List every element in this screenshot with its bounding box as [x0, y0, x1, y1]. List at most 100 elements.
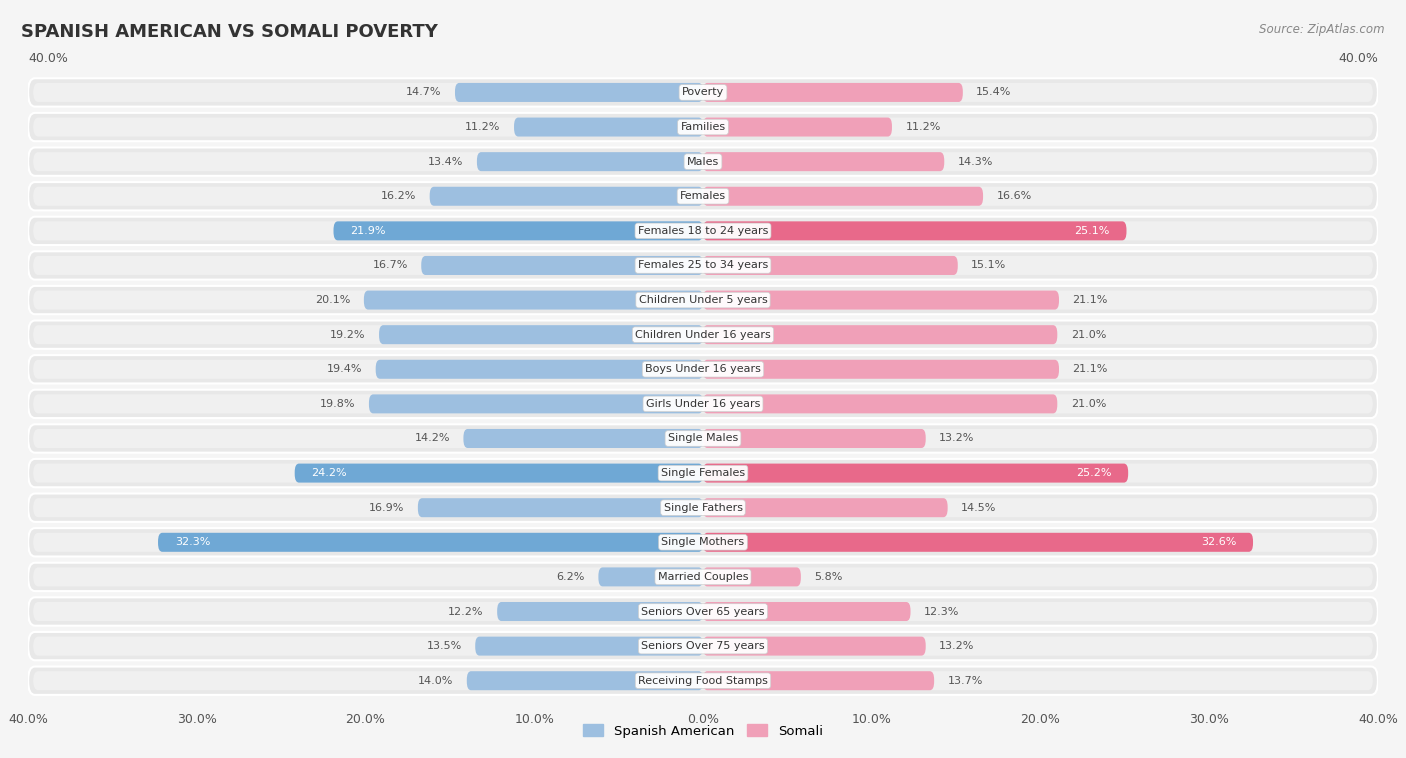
FancyBboxPatch shape [28, 666, 1378, 695]
Text: 14.5%: 14.5% [962, 503, 997, 512]
FancyBboxPatch shape [703, 325, 1057, 344]
Text: 5.8%: 5.8% [814, 572, 842, 582]
Text: Poverty: Poverty [682, 87, 724, 98]
FancyBboxPatch shape [34, 83, 1372, 102]
FancyBboxPatch shape [477, 152, 703, 171]
FancyBboxPatch shape [703, 637, 925, 656]
Text: 21.0%: 21.0% [1071, 399, 1107, 409]
FancyBboxPatch shape [28, 390, 1378, 418]
Text: Girls Under 16 years: Girls Under 16 years [645, 399, 761, 409]
FancyBboxPatch shape [28, 182, 1378, 211]
FancyBboxPatch shape [34, 637, 1372, 656]
FancyBboxPatch shape [475, 637, 703, 656]
Text: 16.7%: 16.7% [373, 261, 408, 271]
Text: 19.4%: 19.4% [326, 365, 363, 374]
Text: 32.3%: 32.3% [174, 537, 211, 547]
Text: 11.2%: 11.2% [905, 122, 941, 132]
FancyBboxPatch shape [28, 459, 1378, 487]
FancyBboxPatch shape [34, 429, 1372, 448]
Text: 14.7%: 14.7% [406, 87, 441, 98]
Text: Seniors Over 75 years: Seniors Over 75 years [641, 641, 765, 651]
FancyBboxPatch shape [28, 355, 1378, 384]
Text: 21.9%: 21.9% [350, 226, 385, 236]
FancyBboxPatch shape [703, 429, 925, 448]
FancyBboxPatch shape [498, 602, 703, 621]
FancyBboxPatch shape [418, 498, 703, 517]
FancyBboxPatch shape [28, 632, 1378, 660]
Text: Source: ZipAtlas.com: Source: ZipAtlas.com [1260, 23, 1385, 36]
FancyBboxPatch shape [703, 671, 934, 691]
Text: 14.0%: 14.0% [418, 675, 453, 686]
Text: Receiving Food Stamps: Receiving Food Stamps [638, 675, 768, 686]
Text: 21.0%: 21.0% [1071, 330, 1107, 340]
FancyBboxPatch shape [28, 148, 1378, 176]
FancyBboxPatch shape [157, 533, 703, 552]
FancyBboxPatch shape [333, 221, 703, 240]
Text: 13.2%: 13.2% [939, 434, 974, 443]
Text: Seniors Over 65 years: Seniors Over 65 years [641, 606, 765, 616]
FancyBboxPatch shape [34, 568, 1372, 587]
FancyBboxPatch shape [28, 493, 1378, 522]
FancyBboxPatch shape [703, 152, 945, 171]
FancyBboxPatch shape [599, 568, 703, 587]
Text: 15.1%: 15.1% [972, 261, 1007, 271]
FancyBboxPatch shape [703, 290, 1059, 309]
FancyBboxPatch shape [34, 290, 1372, 309]
FancyBboxPatch shape [34, 394, 1372, 413]
FancyBboxPatch shape [28, 113, 1378, 141]
Text: Families: Families [681, 122, 725, 132]
FancyBboxPatch shape [28, 217, 1378, 245]
Text: 14.3%: 14.3% [957, 157, 993, 167]
FancyBboxPatch shape [34, 498, 1372, 517]
FancyBboxPatch shape [28, 78, 1378, 107]
FancyBboxPatch shape [34, 186, 1372, 205]
FancyBboxPatch shape [295, 464, 703, 483]
FancyBboxPatch shape [28, 286, 1378, 315]
Text: Children Under 16 years: Children Under 16 years [636, 330, 770, 340]
Text: 40.0%: 40.0% [1339, 52, 1378, 64]
FancyBboxPatch shape [364, 290, 703, 309]
Text: 12.2%: 12.2% [449, 606, 484, 616]
FancyBboxPatch shape [464, 429, 703, 448]
FancyBboxPatch shape [28, 597, 1378, 625]
Text: 12.3%: 12.3% [924, 606, 959, 616]
FancyBboxPatch shape [467, 671, 703, 691]
FancyBboxPatch shape [34, 671, 1372, 691]
FancyBboxPatch shape [34, 325, 1372, 344]
FancyBboxPatch shape [703, 498, 948, 517]
Text: 19.2%: 19.2% [330, 330, 366, 340]
Text: Females: Females [681, 191, 725, 202]
FancyBboxPatch shape [456, 83, 703, 102]
FancyBboxPatch shape [34, 533, 1372, 552]
Text: 13.2%: 13.2% [939, 641, 974, 651]
FancyBboxPatch shape [515, 117, 703, 136]
FancyBboxPatch shape [34, 464, 1372, 483]
Text: Single Mothers: Single Mothers [661, 537, 745, 547]
FancyBboxPatch shape [28, 424, 1378, 453]
Text: Children Under 5 years: Children Under 5 years [638, 295, 768, 305]
Text: 15.4%: 15.4% [976, 87, 1012, 98]
Text: 14.2%: 14.2% [415, 434, 450, 443]
FancyBboxPatch shape [34, 117, 1372, 136]
Text: Single Females: Single Females [661, 468, 745, 478]
Text: Married Couples: Married Couples [658, 572, 748, 582]
Legend: Spanish American, Somali: Spanish American, Somali [578, 719, 828, 743]
FancyBboxPatch shape [703, 602, 911, 621]
Text: Single Fathers: Single Fathers [664, 503, 742, 512]
FancyBboxPatch shape [28, 321, 1378, 349]
FancyBboxPatch shape [34, 256, 1372, 275]
FancyBboxPatch shape [34, 221, 1372, 240]
Text: 13.7%: 13.7% [948, 675, 983, 686]
FancyBboxPatch shape [703, 221, 1126, 240]
FancyBboxPatch shape [703, 360, 1059, 379]
Text: SPANISH AMERICAN VS SOMALI POVERTY: SPANISH AMERICAN VS SOMALI POVERTY [21, 23, 437, 41]
FancyBboxPatch shape [703, 256, 957, 275]
FancyBboxPatch shape [703, 568, 801, 587]
FancyBboxPatch shape [34, 360, 1372, 379]
FancyBboxPatch shape [422, 256, 703, 275]
FancyBboxPatch shape [703, 83, 963, 102]
Text: 19.8%: 19.8% [321, 399, 356, 409]
Text: 21.1%: 21.1% [1073, 365, 1108, 374]
FancyBboxPatch shape [34, 602, 1372, 621]
Text: 13.5%: 13.5% [426, 641, 461, 651]
